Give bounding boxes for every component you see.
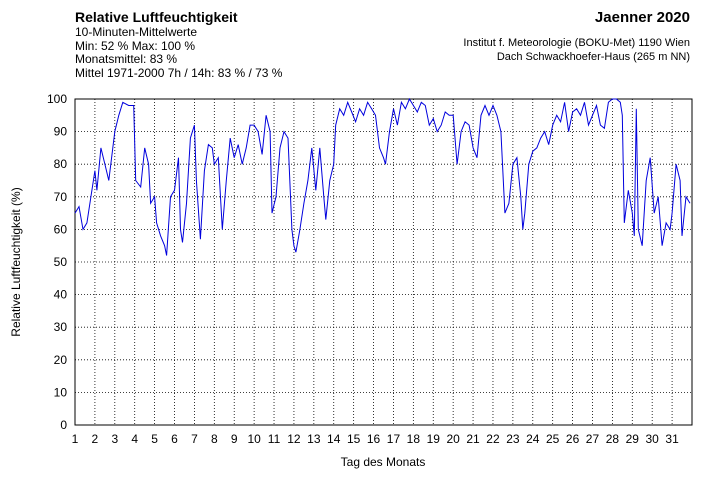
y-tick-label: 20 xyxy=(54,353,68,367)
x-tick-label: 21 xyxy=(466,432,480,446)
x-tick-label: 31 xyxy=(665,432,679,446)
y-tick-label: 0 xyxy=(60,418,67,432)
x-tick-label: 15 xyxy=(347,432,361,446)
y-tick-label: 90 xyxy=(54,125,68,139)
humidity-line xyxy=(74,97,691,256)
x-tick-label: 8 xyxy=(211,432,218,446)
y-tick-label: 50 xyxy=(54,255,68,269)
x-tick-label: 24 xyxy=(526,432,540,446)
x-tick-label: 28 xyxy=(606,432,620,446)
chart-title: Relative Luftfeuchtigkeit xyxy=(75,9,238,25)
y-tick-label: 60 xyxy=(54,222,68,236)
x-tick-label: 10 xyxy=(247,432,261,446)
y-tick-label: 80 xyxy=(54,157,68,171)
x-tick-label: 23 xyxy=(506,432,520,446)
annotation: Monatsmittel: 83 % xyxy=(75,52,177,66)
x-tick-label: 12 xyxy=(287,432,301,446)
x-tick-label: 9 xyxy=(231,432,238,446)
x-tick-label: 14 xyxy=(327,432,341,446)
y-tick-label: 100 xyxy=(47,92,67,106)
period: Jaenner 2020 xyxy=(595,9,690,26)
x-tick-label: 13 xyxy=(307,432,321,446)
y-tick-label: 40 xyxy=(54,288,68,302)
x-tick-label: 19 xyxy=(427,432,441,446)
subtitle: 10-Minuten-Mittelwerte xyxy=(75,25,197,39)
y-tick-label: 30 xyxy=(54,320,68,334)
x-tick-label: 6 xyxy=(171,432,178,446)
x-tick-label: 1 xyxy=(72,432,79,446)
x-tick-label: 11 xyxy=(268,432,281,446)
y-axis-label: Relative Luftfeuchtigkeit (%) xyxy=(9,187,23,336)
source: Institut f. Meteorologie (BOKU-Met) 1190… xyxy=(463,37,690,49)
x-tick-label: 4 xyxy=(131,432,138,446)
x-tick-label: 5 xyxy=(151,432,158,446)
x-tick-label: 27 xyxy=(586,432,600,446)
x-tick-label: 22 xyxy=(486,432,500,446)
y-tick-label: 10 xyxy=(54,385,68,399)
x-tick-label: 16 xyxy=(367,432,381,446)
x-tick-label: 2 xyxy=(92,432,99,446)
x-tick-label: 3 xyxy=(111,432,118,446)
x-tick-label: 25 xyxy=(546,432,560,446)
x-tick-label: 26 xyxy=(566,432,580,446)
x-tick-label: 20 xyxy=(446,432,460,446)
x-tick-label: 17 xyxy=(387,432,401,446)
source: Dach Schwackhoefer-Haus (265 m NN) xyxy=(497,51,690,63)
annotation: Mittel 1971-2000 7h / 14h: 83 % / 73 % xyxy=(75,66,283,80)
x-tick-label: 30 xyxy=(646,432,660,446)
x-axis-label: Tag des Monats xyxy=(341,455,426,469)
y-tick-label: 70 xyxy=(54,190,68,204)
plot-frame xyxy=(74,98,693,426)
x-tick-label: 7 xyxy=(191,432,198,446)
annotation: Min: 52 % Max: 100 % xyxy=(75,39,195,53)
x-tick-label: 18 xyxy=(407,432,421,446)
x-tick-label: 29 xyxy=(626,432,640,446)
